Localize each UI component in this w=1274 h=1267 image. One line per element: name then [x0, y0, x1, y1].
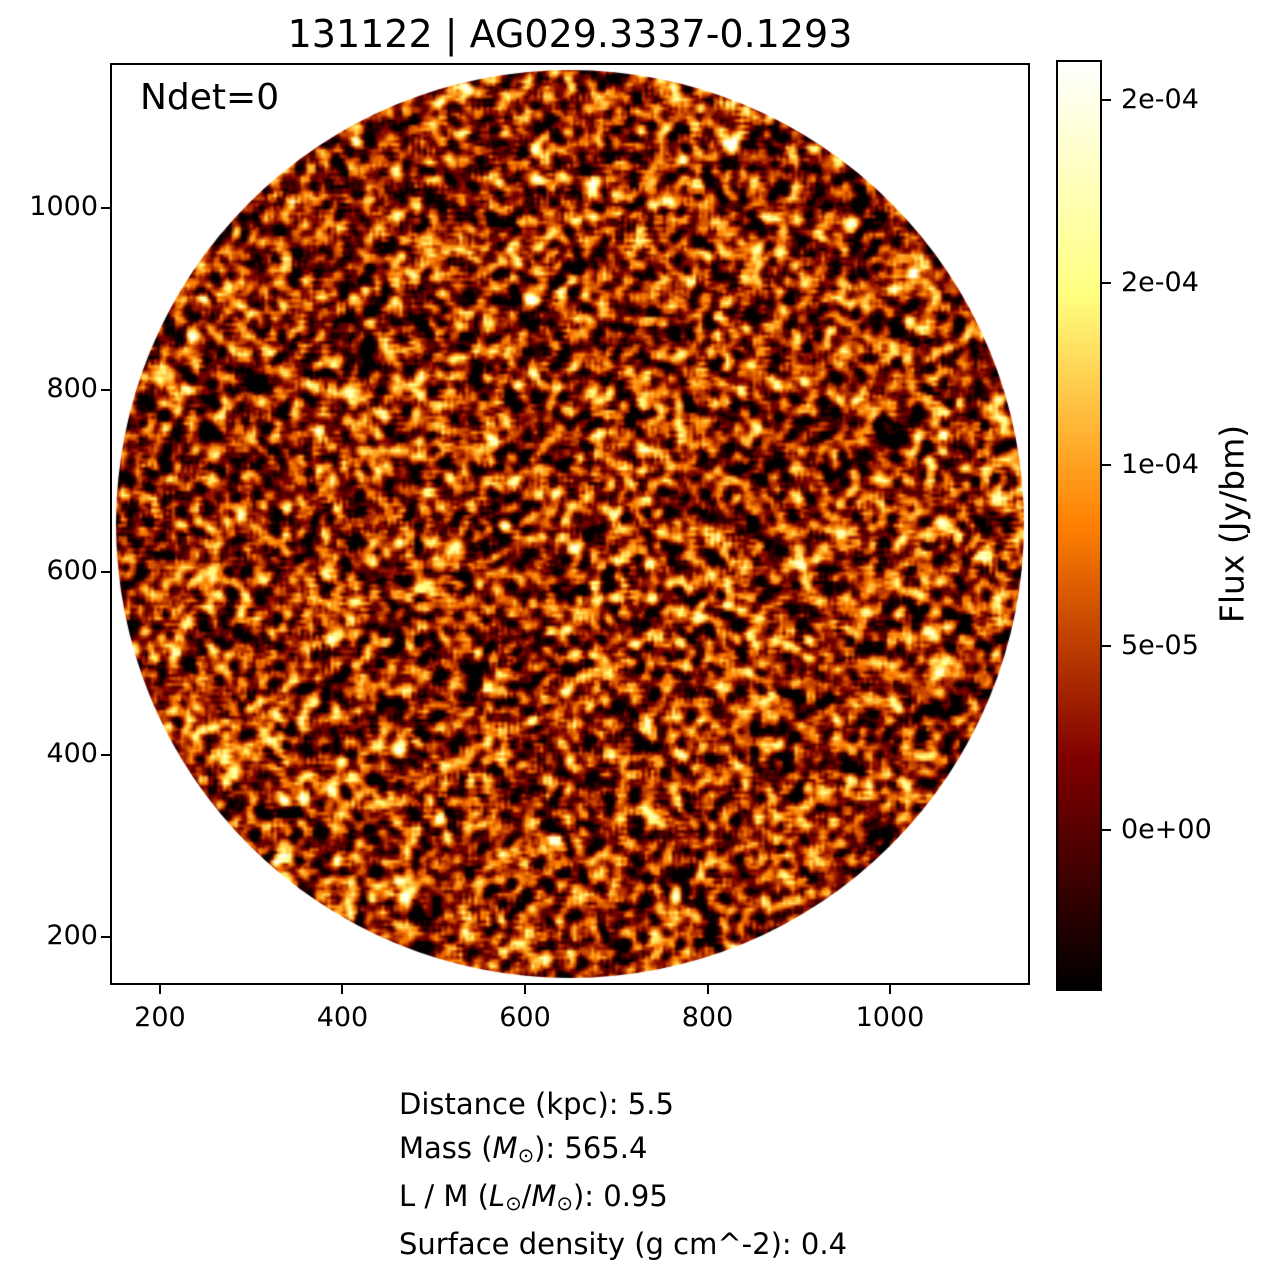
footer-text-segment: Surface density (g cm^-2): 0.4 [399, 1227, 848, 1261]
x-tick-mark [158, 985, 161, 994]
y-tick-label: 600 [46, 555, 98, 587]
figure-title: 131122 | AG029.3337-0.1293 [287, 12, 853, 56]
colorbar-label: Flux (Jy/bm) [1212, 424, 1252, 624]
footer-text-segment: ): 565.4 [534, 1131, 648, 1165]
sun-symbol: ⊙ [556, 1191, 573, 1215]
colorbar-tick-label: 5e-05 [1121, 629, 1199, 661]
colorbar-tick-label: 0e+00 [1121, 814, 1212, 846]
y-tick-label: 1000 [29, 191, 98, 223]
x-tick-mark [341, 985, 344, 994]
plot-area: Ndet=0 [110, 63, 1030, 985]
footer-text-segment: ): 0.95 [572, 1179, 668, 1213]
y-tick-mark [101, 207, 110, 210]
footer-line: L / M (L⊙/M⊙): 0.95 [399, 1174, 847, 1222]
colorbar-tick-mark [1102, 281, 1111, 284]
y-tick-mark [101, 571, 110, 574]
footer-text-segment: M [531, 1179, 557, 1213]
colorbar-tick-label: 2e-04 [1121, 84, 1199, 116]
flux-map-image [112, 65, 1028, 983]
colorbar [1056, 60, 1102, 991]
y-tick-label: 400 [46, 737, 98, 769]
x-tick-label: 600 [499, 1002, 551, 1033]
y-tick-label: 800 [46, 373, 98, 405]
colorbar-tick-label: 2e-04 [1121, 266, 1199, 298]
y-tick-label: 200 [46, 920, 98, 952]
y-tick-mark [101, 389, 110, 392]
colorbar-tick-mark [1102, 829, 1111, 832]
footer-line: Mass (M⊙): 565.4 [399, 1126, 847, 1174]
footer-text-segment: L [488, 1179, 506, 1213]
x-tick-mark [706, 985, 709, 994]
colorbar-tick-mark [1102, 99, 1111, 102]
footer-text-segment: M [492, 1131, 518, 1165]
sun-symbol: ⊙ [517, 1143, 535, 1167]
colorbar-tick-mark [1102, 463, 1111, 466]
footer-text-segment: / [521, 1179, 532, 1213]
footer-line: Distance (kpc): 5.5 [399, 1082, 847, 1126]
x-tick-mark [524, 985, 526, 994]
footer-line: Surface density (g cm^-2): 0.4 [399, 1222, 847, 1266]
x-tick-label: 400 [316, 1002, 369, 1033]
footer-text-segment: Mass ( [399, 1131, 493, 1165]
footer-text-segment: L / M ( [399, 1179, 489, 1213]
footer-text-segment: Distance (kpc): 5.5 [399, 1087, 674, 1121]
y-tick-mark [101, 753, 110, 756]
sun-symbol: ⊙ [505, 1191, 522, 1215]
footer-info: Distance (kpc): 5.5 Mass (M⊙): 565.4 L / M… [399, 1082, 847, 1266]
x-tick-label: 800 [681, 1002, 734, 1033]
ndet-annotation: Ndet=0 [140, 77, 280, 118]
x-tick-label: 200 [134, 1002, 186, 1033]
colorbar-tick-label: 1e-04 [1121, 448, 1199, 480]
colorbar-tick-mark [1102, 644, 1111, 647]
x-tick-mark [888, 985, 891, 994]
y-tick-mark [101, 936, 110, 939]
x-tick-label: 1000 [855, 1002, 925, 1033]
